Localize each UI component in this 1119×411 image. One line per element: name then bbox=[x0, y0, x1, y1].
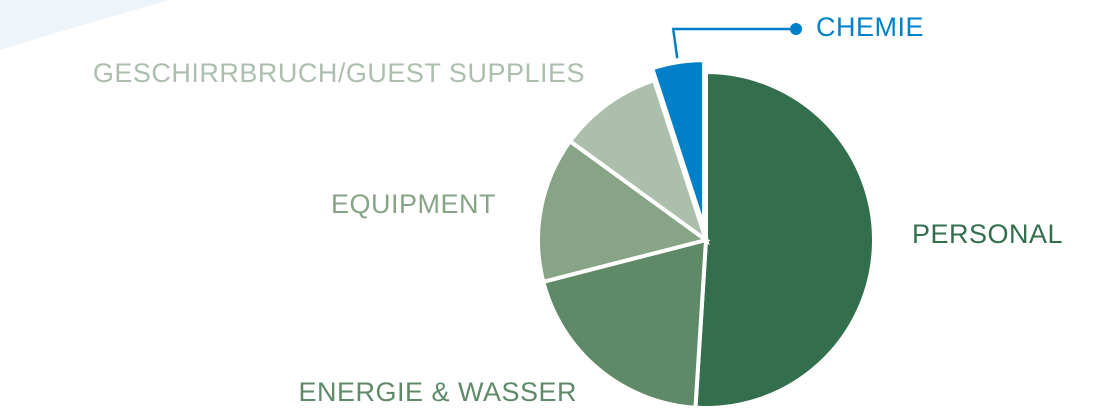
slice-label: GESCHIRRBRUCH/GUEST SUPPLIES bbox=[93, 58, 585, 88]
pie-slice bbox=[649, 58, 707, 229]
slice-label: CHEMIE bbox=[816, 12, 924, 42]
pie-slice bbox=[540, 237, 709, 410]
pie-slice bbox=[693, 69, 876, 410]
background-shape bbox=[0, 0, 170, 50]
leader-dot bbox=[790, 23, 802, 35]
leader-line bbox=[671, 27, 794, 59]
slice-label: EQUIPMENT bbox=[331, 189, 496, 219]
slice-label: PERSONAL bbox=[912, 219, 1063, 249]
pie-slice bbox=[567, 77, 710, 246]
pie-slice bbox=[536, 138, 711, 285]
slice-label: ENERGIE & WASSER bbox=[298, 377, 577, 407]
